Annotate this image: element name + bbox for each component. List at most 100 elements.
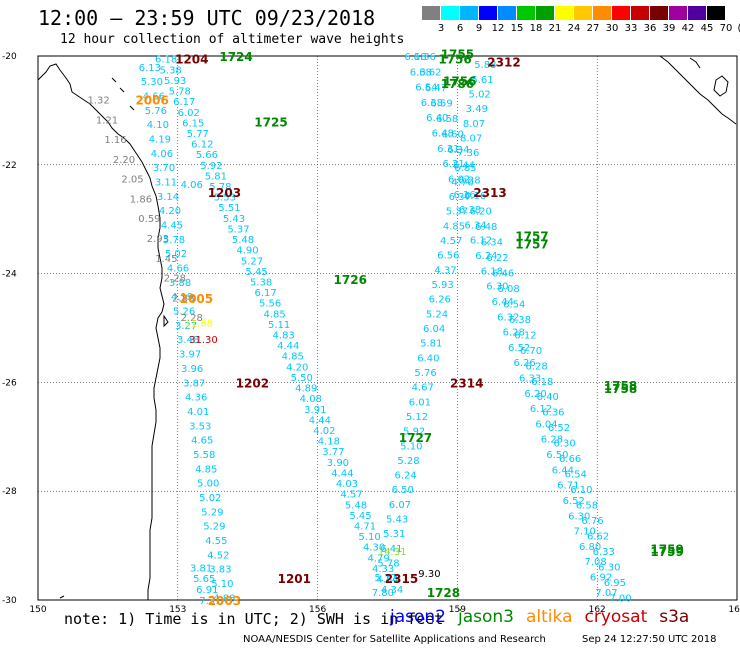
- swh-value: 6.28: [458, 176, 480, 187]
- swh-value: 6.62: [419, 67, 441, 78]
- swh-value: 3.96: [181, 364, 203, 375]
- swh-value: 6.31: [437, 144, 459, 155]
- pass-time-label: 1728: [427, 586, 460, 600]
- swh-value: 1.32: [87, 96, 109, 107]
- colorbar-swatch: [612, 6, 630, 20]
- swh-value: 4.33: [372, 564, 394, 575]
- swh-value: 5.48: [232, 235, 254, 246]
- credit-text: NOAA/NESDIS Center for Satellite Applica…: [243, 634, 546, 645]
- swh-value: 2.28: [181, 313, 203, 324]
- swh-value: 2.20: [113, 155, 135, 166]
- swh-value: 5.38: [250, 277, 272, 288]
- swh-value: 4.52: [207, 550, 229, 561]
- swh-value: 5.77: [375, 573, 397, 584]
- swh-value: 6.58: [576, 500, 598, 511]
- swh-value: 6.07: [389, 500, 411, 511]
- swh-value: 4.37: [434, 265, 456, 276]
- swh-value: 4.57: [340, 490, 362, 501]
- swh-value: 6.44: [492, 297, 514, 308]
- coastline-islands: [59, 77, 169, 599]
- swh-value: 4.55: [205, 536, 227, 547]
- swh-value: 5.76: [414, 368, 436, 379]
- pass-time-label: 1757: [515, 238, 548, 252]
- swh-value: 6.91: [196, 585, 218, 596]
- swh-value: 5.10: [400, 441, 422, 452]
- swh-value: 6.33: [593, 547, 615, 558]
- swh-value-highlight: 31.30: [189, 335, 218, 346]
- swh-value: 5.12: [406, 412, 428, 423]
- lon-tick-label: 159: [449, 605, 466, 615]
- swh-value: 4.10: [147, 120, 169, 131]
- swh-value: 4.44: [331, 468, 353, 479]
- swh-value: 5.43: [223, 214, 245, 225]
- swh-value: 6.52: [508, 343, 530, 354]
- swh-value: 5.78: [209, 182, 231, 193]
- swh-value: 5.37: [446, 207, 468, 218]
- pass-time-label: 1757: [515, 230, 548, 244]
- swh-value: 6.20: [524, 389, 546, 400]
- coastline-australia: [37, 63, 165, 600]
- colorbar-label: 42: [681, 23, 695, 34]
- swh-value: 6.02: [448, 174, 470, 185]
- swh-value: 6.37: [449, 192, 471, 203]
- swh-value: 5.81: [420, 339, 442, 350]
- swh-value-highlight: 4.06: [181, 180, 203, 191]
- swh-value: 5.10: [358, 532, 380, 543]
- swh-value: 8.07: [463, 119, 485, 130]
- swh-value: 6.30: [568, 511, 590, 522]
- coastline-new-caledonia: [659, 55, 737, 125]
- swh-value: 5.61: [471, 75, 493, 86]
- swh-value: 2.28: [164, 274, 186, 285]
- pass-time-label: 2312: [487, 55, 520, 69]
- axis-tick-labels: 150 153 156 159 162 165 -20 -22 -24 -26 -28 -30: [2, 52, 740, 615]
- swh-value: 6.08: [498, 284, 520, 295]
- pass-time-label: 2314: [450, 376, 483, 390]
- swh-value: 4.54: [377, 575, 399, 586]
- swh-value: 4.66: [167, 264, 189, 275]
- swh-value: 3.70: [153, 163, 175, 174]
- swh-value: 6.62: [587, 531, 609, 542]
- colorbar-swatch: [593, 6, 611, 20]
- swh-value: 1.86: [130, 194, 152, 205]
- swh-value: 2.88: [172, 293, 194, 304]
- swh-value: 5.78: [169, 87, 191, 98]
- swh-value: 5.56: [259, 299, 281, 310]
- pass-time-label: 1201: [278, 572, 311, 586]
- swh-value: 5.29: [201, 507, 223, 518]
- swh-value: 3.27: [175, 321, 197, 332]
- colorbar-swatch: [631, 6, 649, 20]
- swh-value: 6.85: [454, 163, 476, 174]
- swh-value: 5.29: [203, 522, 225, 533]
- swh-value: 6.44: [453, 160, 475, 171]
- lon-tick-label: 156: [309, 605, 326, 615]
- swh-value: 5.28: [397, 456, 419, 467]
- swh-value: 4.19: [171, 292, 193, 303]
- swh-value: 4.44: [277, 341, 299, 352]
- swh-value: 3.77: [322, 447, 344, 458]
- pass-time-label: 1724: [219, 50, 252, 64]
- pass-time-label: 1759: [650, 545, 683, 559]
- swh-value: 7.08: [584, 557, 606, 568]
- units-note: note: 1) Time is in UTC; 2) SWH is in fe…: [64, 610, 444, 628]
- swh-value: 6.40: [537, 392, 559, 403]
- lat-tick-label: -24: [2, 270, 17, 280]
- swh-value: 6.58: [436, 114, 458, 125]
- swh-value: 3.14: [157, 192, 179, 203]
- swh-value: 5.81: [205, 171, 227, 182]
- lon-tick-label: 165: [728, 605, 740, 615]
- swh-value: 6.21: [443, 159, 465, 170]
- swh-value: 4.06: [151, 149, 173, 160]
- swh-value: 6.30: [553, 439, 575, 450]
- colorbar-label: 3: [437, 23, 445, 34]
- swh-value: 6.10: [570, 485, 592, 496]
- swh-value: 4.18: [318, 437, 340, 448]
- swh-value: 6.40: [426, 113, 448, 124]
- colorbar-label: 6: [456, 23, 464, 34]
- swh-value: 6.13: [139, 63, 161, 74]
- pass-time-label: 1758: [604, 382, 637, 396]
- swh-value: 7.36: [457, 148, 479, 159]
- swh-value: 3.88: [169, 278, 191, 289]
- swh-value: 4.89: [295, 384, 317, 395]
- colorbar-label: 18: [529, 23, 543, 34]
- pass-time-label: 2006: [135, 94, 168, 108]
